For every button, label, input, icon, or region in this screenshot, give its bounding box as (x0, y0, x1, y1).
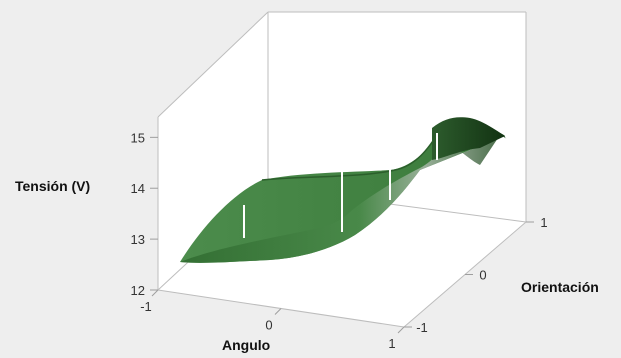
axis-ticks: 12 13 14 15 -1 0 1 -1 0 1 (131, 130, 548, 351)
y-tick-label: -1 (416, 320, 428, 335)
x-tick-mark (151, 289, 159, 297)
z-tick-label: 14 (131, 181, 145, 196)
x-tick-label: 0 (265, 318, 272, 333)
z-tick-label: 15 (131, 130, 145, 145)
surface-front-region (180, 135, 507, 263)
back-panel (158, 12, 526, 290)
y-axis-label: Orientación (521, 279, 599, 295)
plot-box (157, 11, 527, 328)
z-axis-label: Tensión (V) (15, 178, 90, 194)
x-tick-mark (274, 308, 282, 315)
surface-peak-region (432, 117, 505, 160)
x-tick-label: 1 (388, 336, 395, 351)
z-tick-label: 13 (131, 232, 145, 247)
y-tick-label: 1 (540, 215, 547, 230)
x-axis-label: Angulo (222, 337, 270, 353)
y-tick-label: 0 (479, 268, 486, 283)
surface (180, 117, 507, 263)
z-tick-label: 12 (131, 283, 145, 298)
box-edge (157, 11, 269, 118)
x-tick-label: -1 (140, 299, 152, 314)
x-tick-mark (397, 326, 405, 334)
